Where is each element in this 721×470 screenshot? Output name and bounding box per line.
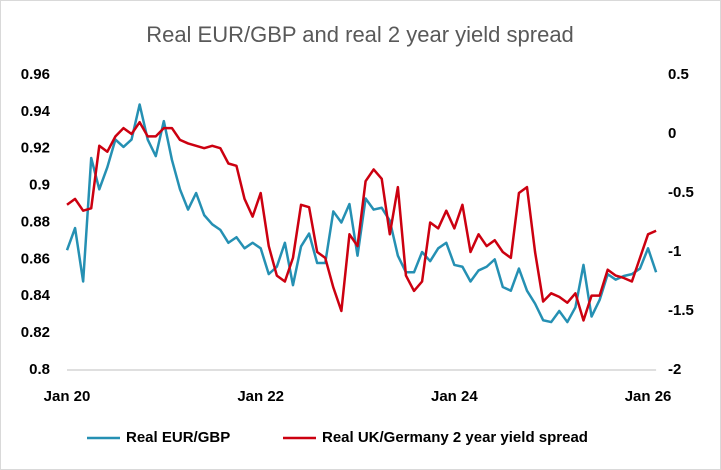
legend-label: Real EUR/GBP	[126, 429, 230, 446]
y-tick-label: 0.84	[21, 287, 51, 304]
x-tick-label: Jan 20	[44, 388, 91, 405]
series-line	[66, 120, 657, 322]
y2-tick-label: -0.5	[668, 184, 694, 201]
y-tick-label: 0.88	[21, 213, 50, 230]
y2-tick-label: -1	[668, 243, 681, 260]
y-tick-label: 0.92	[21, 140, 50, 157]
y-tick-label: 0.94	[21, 103, 51, 120]
x-tick-label: Jan 24	[431, 388, 478, 405]
x-tick-label: Jan 26	[625, 388, 672, 405]
y2-tick-label: -1.5	[668, 302, 694, 319]
x-tick-label: Jan 22	[237, 388, 284, 405]
y-tick-label: 0.86	[21, 250, 50, 267]
y2-tick-label: 0.5	[668, 66, 689, 83]
y2-tick-label: -2	[668, 361, 681, 378]
y2-tick-label: 0	[668, 125, 676, 142]
y-tick-label: 0.8	[29, 361, 50, 378]
y-tick-label: 0.9	[29, 177, 50, 194]
y-tick-label: 0.96	[21, 66, 50, 83]
y-tick-label: 0.82	[21, 324, 50, 341]
legend-label: Real UK/Germany 2 year yield spread	[322, 429, 588, 446]
chart-title: Real EUR/GBP and real 2 year yield sprea…	[146, 22, 574, 47]
